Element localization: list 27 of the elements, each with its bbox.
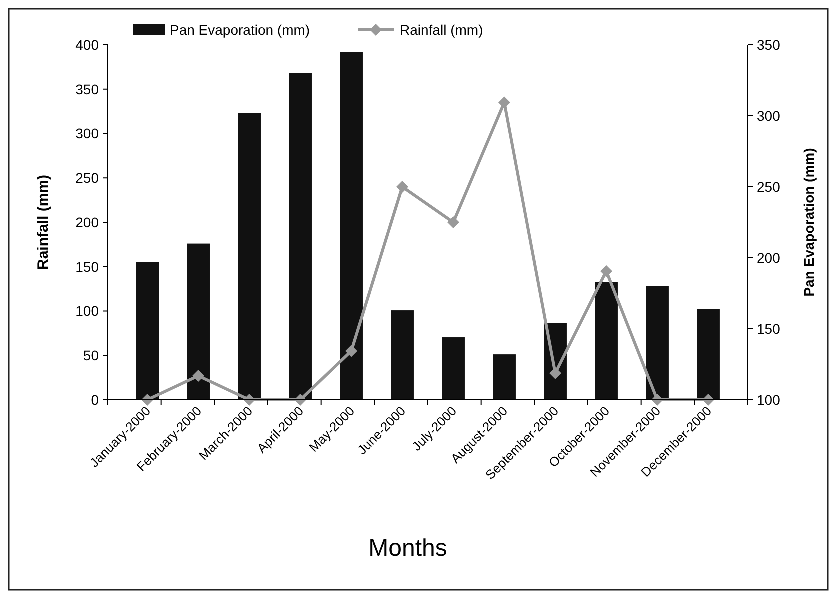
y-tick-label: 100: [76, 303, 100, 320]
y2-tick-label: 250: [757, 178, 781, 195]
point: [396, 181, 408, 193]
y-tick-label: 150: [76, 258, 100, 275]
y2-tick-label: 150: [757, 320, 781, 337]
point: [448, 216, 460, 228]
y-tick-label: 300: [76, 126, 100, 142]
point: [600, 265, 612, 278]
y-tick-label: 0: [91, 392, 100, 408]
y2-tick-label: 200: [757, 250, 781, 266]
point: [498, 96, 510, 109]
point: [549, 367, 562, 380]
legend-label: Pan Evaporation (mm): [170, 22, 310, 38]
point: [346, 345, 358, 358]
point: [192, 370, 205, 382]
y2-tick-label: 300: [757, 108, 781, 124]
y2-tick-label: 350: [757, 36, 781, 53]
y-tick-label: 200: [76, 214, 100, 230]
y-tick-label: 250: [76, 170, 100, 186]
y2-axis-title: Pan Evaporation (mm): [801, 148, 817, 297]
y-axis-title: Rainfall (mm): [35, 174, 52, 270]
y-tick-label: 50: [83, 348, 100, 364]
y-tick-label: 400: [76, 36, 100, 53]
x-axis-title: Months: [368, 535, 448, 562]
y-tick-label: 350: [76, 81, 100, 98]
legend-label: Rainfall (mm): [400, 22, 484, 38]
y2-tick-label: 100: [757, 392, 781, 408]
